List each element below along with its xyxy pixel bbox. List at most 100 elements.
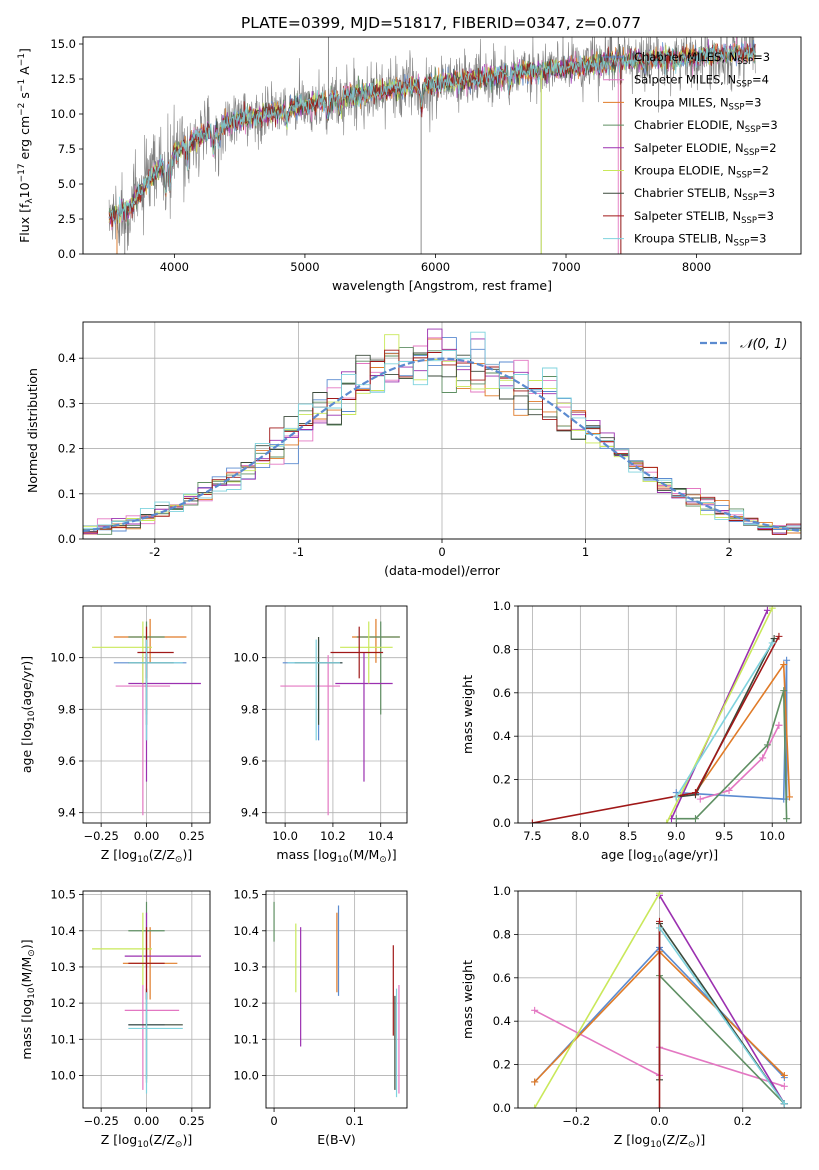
model-spectrum-line-kroupa-stelib xyxy=(108,43,756,226)
label-part: ] xyxy=(17,48,32,53)
y-tick-label: 2.5 xyxy=(58,212,76,226)
y-tick-label: 10.3 xyxy=(50,960,76,974)
y-tick-label: 12.5 xyxy=(50,72,76,86)
x-tick-label: 10.0 xyxy=(759,829,785,843)
label-subscript: 10 xyxy=(652,855,664,865)
x-tick-label: 10.0 xyxy=(272,829,298,843)
label-part: (M/M xyxy=(19,957,34,988)
plot-area xyxy=(108,37,756,254)
weight-marker xyxy=(531,1078,539,1086)
x-tick-label: 0.0 xyxy=(650,1114,668,1128)
weight-marker xyxy=(770,635,778,643)
weight-marker xyxy=(759,754,767,762)
y-tick-label: 10.0 xyxy=(50,651,76,665)
spectrum-panel: 4000 5000 6000 7000 8000 0.0 2.5 5.0 7.5 10.0 12.5… xyxy=(17,36,802,293)
label-subscript: ⊙ xyxy=(175,1140,183,1150)
legend-text: Kroupa MILES, N xyxy=(634,95,729,109)
x-axis-label: (data-model)/error xyxy=(384,563,501,578)
axes-frame xyxy=(265,890,408,1109)
y-axis-label: mass [log10(M/M⊙)] xyxy=(19,939,37,1059)
mass-vs-metallicity-panel: −0.25 0.00 0.25 10.0 10.1 10.2 10.3 10.4 10.5 Z [… xyxy=(19,888,211,1150)
weight-marker xyxy=(783,656,791,664)
weight-vs-metallicity-panel: −0.2 0.0 0.2 0.0 0.2 0.4 0.6 0.8 1.0 Z [log10(Z/Z… xyxy=(460,884,802,1150)
y-axis-label: age [log10(age/yr)] xyxy=(19,656,37,773)
gaussian-reference-curve xyxy=(83,357,801,533)
x-axis-label: age [log10(age/yr)] xyxy=(601,847,718,865)
y-tick-label: 9.8 xyxy=(58,702,76,716)
label-part: )] xyxy=(695,1132,705,1147)
legend-text: =3 xyxy=(761,118,778,132)
legend-text: Salpeter STELIB, N xyxy=(634,209,741,223)
y-tick-label: 0.8 xyxy=(493,642,511,656)
legend-text: Chabrier ELODIE, N xyxy=(634,118,745,132)
x-tick-label: 9.5 xyxy=(715,829,733,843)
y-axis-label: Flux [fλ10−17 erg cm−2 s−1 A−1] xyxy=(17,48,35,243)
x-axis-label: Z [log10(Z/Z⊙)] xyxy=(101,847,192,865)
y-tick-label: 10.4 xyxy=(233,924,259,938)
plot-area xyxy=(83,328,801,535)
label-subscript: λ xyxy=(25,198,35,204)
label-part: E(B-V) xyxy=(317,1132,356,1147)
y-tick-label: 9.6 xyxy=(241,754,259,768)
y-tick-label: 0.0 xyxy=(58,532,76,546)
weight-marker xyxy=(531,1104,539,1108)
y-tick-label: 0.0 xyxy=(58,247,76,261)
legend-text: Kroupa ELODIE, N xyxy=(634,164,736,178)
label-part: )] xyxy=(387,847,397,862)
legend-text: =4 xyxy=(752,73,769,87)
y-tick-label: 15.0 xyxy=(50,37,76,51)
legend-text: =3 xyxy=(749,232,766,246)
label-superscript: −2 xyxy=(17,103,27,116)
weight-marker xyxy=(691,815,699,823)
x-tick-label: 0.2 xyxy=(734,1114,752,1128)
label-subscript: ⊙ xyxy=(379,855,387,865)
weight-marker xyxy=(656,1104,663,1108)
legend-subscript: SSP xyxy=(744,148,760,158)
weight-line-chabrier-miles xyxy=(676,660,788,800)
label-part: )] xyxy=(182,847,192,862)
residual-histogram-panel: -2 -1 0 1 2 0.0 0.1 0.2 0.3 0.4 (data-model)/error… xyxy=(25,321,802,578)
age-vs-mass-panel: 10.0 10.2 10.4 9.4 9.6 9.8 10.0 mass [log10(M/M… xyxy=(233,605,408,865)
y-axis-label: mass weight xyxy=(460,960,475,1039)
label-part: (Z/Z xyxy=(149,1132,175,1147)
label-part: Z [log xyxy=(101,847,137,862)
y-tick-label: 0.4 xyxy=(493,729,511,743)
weight-marker xyxy=(783,815,791,823)
legend-subscript: SSP xyxy=(734,239,750,249)
legend-label: Chabrier ELODIE, NSSP=3 xyxy=(634,118,778,135)
weight-line-kroupa-stelib xyxy=(658,927,786,1105)
y-tick-label: 0.6 xyxy=(493,971,511,985)
weight-marker xyxy=(780,687,788,695)
legend-text: Salpeter ELODIE, N xyxy=(634,141,744,155)
label-part: (Z/Z xyxy=(662,1132,688,1147)
label-part: (data-model)/error xyxy=(384,563,501,578)
axes-frame xyxy=(517,890,802,1109)
legend-text: =3 xyxy=(744,95,761,109)
y-tick-label: 0.3 xyxy=(58,396,76,410)
weight-marker xyxy=(780,1100,788,1108)
y-tick-label: 0.2 xyxy=(493,773,511,787)
y-tick-label: 10.0 xyxy=(233,1068,259,1082)
weight-line-salpeter-elodie xyxy=(658,894,786,1105)
plot-area xyxy=(92,618,201,816)
legend-subscript: SSP xyxy=(736,80,752,90)
weight-line-kroupa-stelib xyxy=(675,642,773,798)
y-tick-label: 0.2 xyxy=(493,1058,511,1072)
weight-line-chabrier-elodie xyxy=(658,975,785,1105)
legend-text: Kroupa STELIB, N xyxy=(634,232,734,246)
age-vs-metallicity-panel: −0.25 0.00 0.259.49.69.810.0Z [log10(Z/Z⊙)… xyxy=(19,605,211,865)
weight-marker xyxy=(780,1071,788,1079)
label-subscript: 10 xyxy=(137,1140,149,1150)
histogram-kroupa-stelib xyxy=(83,331,801,529)
weight-marker xyxy=(672,793,680,801)
label-part: age [log xyxy=(19,722,34,773)
plot-area xyxy=(528,606,793,823)
label-superscript: −17 xyxy=(17,163,27,182)
x-tick-label: 8.0 xyxy=(571,829,589,843)
y-tick-label: 9.4 xyxy=(58,806,76,820)
y-tick-label: 9.4 xyxy=(241,806,259,820)
label-part: mass weight xyxy=(460,960,475,1039)
label-part: (age/yr)] xyxy=(19,656,34,711)
y-tick-label: 7.5 xyxy=(58,142,76,156)
legend-label: Salpeter MILES, NSSP=4 xyxy=(634,73,769,90)
